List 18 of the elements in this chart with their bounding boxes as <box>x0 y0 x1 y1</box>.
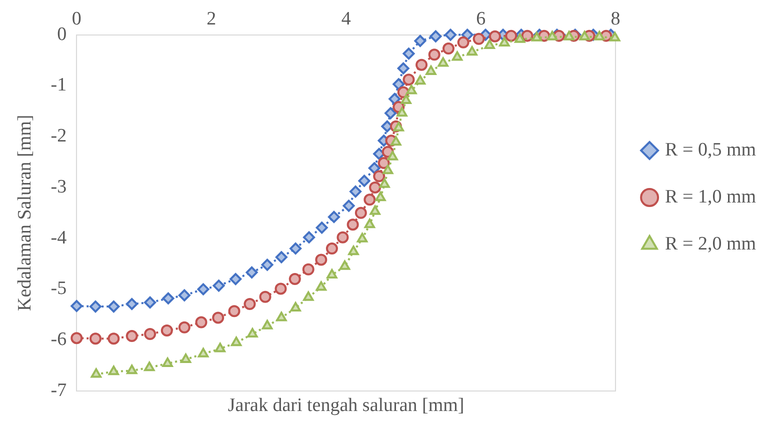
legend-label: R = 0,5 mm <box>665 139 756 160</box>
y-tick-label: -5 <box>50 278 67 300</box>
y-tick-label: -3 <box>50 176 67 198</box>
x-tick-label: 0 <box>72 8 82 30</box>
y-tick-label: -6 <box>50 329 67 350</box>
y-tick-label: 0 <box>57 24 67 45</box>
x-axis-title: Jarak dari tengah saluran [mm] <box>228 395 464 417</box>
x-tick-label: 2 <box>206 8 216 30</box>
y-tick-label: -2 <box>50 126 67 147</box>
y-axis-title: Kedalaman Saluran [mm] <box>14 114 36 312</box>
y-tick-label: -7 <box>50 380 67 401</box>
x-tick-label: 8 <box>610 8 620 30</box>
y-tick-label: -4 <box>50 227 68 248</box>
x-tick-label: 4 <box>341 8 352 30</box>
legend-label: R = 2,0 mm <box>665 233 756 254</box>
y-tick-label: -1 <box>50 74 67 96</box>
legend-label: R = 1,0 mm <box>665 186 756 208</box>
x-tick-label: 6 <box>476 8 486 30</box>
